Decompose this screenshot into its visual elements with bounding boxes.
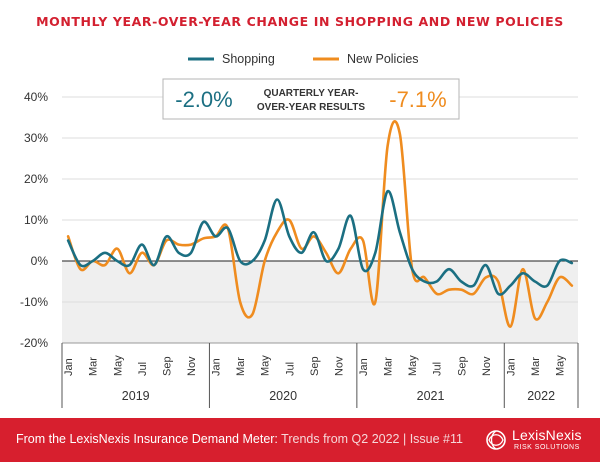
x-tick-label: Sep xyxy=(161,356,173,376)
x-tick-label: Nov xyxy=(186,356,198,376)
x-tick-label: May xyxy=(260,355,272,376)
legend: Shopping New Policies xyxy=(188,52,419,66)
footer-text-issue: Trends from Q2 2022 | Issue #11 xyxy=(277,432,463,446)
quarterly-label-line1: QUARTERLY YEAR- xyxy=(264,88,359,99)
x-tick-label: Mar xyxy=(235,357,247,376)
x-tick-label: Jan xyxy=(358,358,370,376)
quarterly-shopping-value: -2.0% xyxy=(175,87,232,112)
y-tick-label: 0% xyxy=(31,254,49,268)
quarterly-results-box: -2.0% QUARTERLY YEAR- OVER-YEAR RESULTS … xyxy=(162,78,460,120)
series-line-shopping xyxy=(66,189,574,296)
x-tick-label: Mar xyxy=(530,357,542,376)
x-tick-label: Nov xyxy=(333,356,345,376)
x-tick-label: May xyxy=(407,355,419,376)
x-tick-label: May xyxy=(112,355,124,376)
x-tick-label: Jan xyxy=(63,358,75,376)
legend-label-new-policies: New Policies xyxy=(347,52,419,66)
footer-banner: From the LexisNexis Insurance Demand Met… xyxy=(0,418,600,462)
chart-title: MONTHLY YEAR-OVER-YEAR CHANGE IN SHOPPIN… xyxy=(36,14,564,29)
quarterly-box-frame xyxy=(162,78,460,120)
x-tick-label: Nov xyxy=(481,356,493,376)
x-tick-label: Mar xyxy=(383,357,395,376)
x-tick-label: Jul xyxy=(284,362,296,376)
footer-text: From the LexisNexis Insurance Demand Met… xyxy=(16,432,463,446)
x-tick-label: Jan xyxy=(211,358,223,376)
y-tick-label: -20% xyxy=(20,336,48,350)
x-tick-label: Jul xyxy=(137,362,149,376)
y-axis: -20% -10% 0% 10% 20% 30% 40% xyxy=(20,90,48,350)
y-tick-label: 30% xyxy=(24,131,48,145)
lexisnexis-knot-icon xyxy=(486,430,506,450)
x-tick-label: Jan xyxy=(505,358,517,376)
x-tick-label: May xyxy=(555,355,567,376)
x-tick-label: Sep xyxy=(456,356,468,376)
legend-label-shopping: Shopping xyxy=(222,52,275,66)
quarterly-policies-value: -7.1% xyxy=(389,87,446,112)
y-tick-label: 40% xyxy=(24,90,48,104)
year-label: 2021 xyxy=(417,389,445,403)
footer-text-main: From the LexisNexis Insurance Demand Met… xyxy=(16,432,278,446)
year-label: 2022 xyxy=(527,389,555,403)
x-tick-label: Jul xyxy=(432,362,444,376)
quarterly-label-line2: OVER-YEAR RESULTS xyxy=(257,102,365,113)
x-tick-label: Sep xyxy=(309,356,321,376)
x-tick-label: Mar xyxy=(88,357,100,376)
chart: -20% -10% 0% 10% 20% 30% 40% Jan Mar May Jul Sep No… xyxy=(20,52,579,408)
x-axis: Jan Mar May Jul Sep Nov Jan Mar May Jul Sep Nov Jan M… xyxy=(61,342,579,408)
logo-name: LexisNexis xyxy=(512,427,582,443)
series-lines xyxy=(66,120,574,328)
y-tick-label: 20% xyxy=(24,172,48,186)
year-label: 2019 xyxy=(122,389,150,403)
lexisnexis-logo: LexisNexis RISK SOLUTIONS xyxy=(484,426,594,456)
y-tick-label: 10% xyxy=(24,213,48,227)
year-label: 2020 xyxy=(269,389,297,403)
logo-subtitle: RISK SOLUTIONS xyxy=(514,444,580,451)
y-tick-label: -10% xyxy=(20,295,48,309)
